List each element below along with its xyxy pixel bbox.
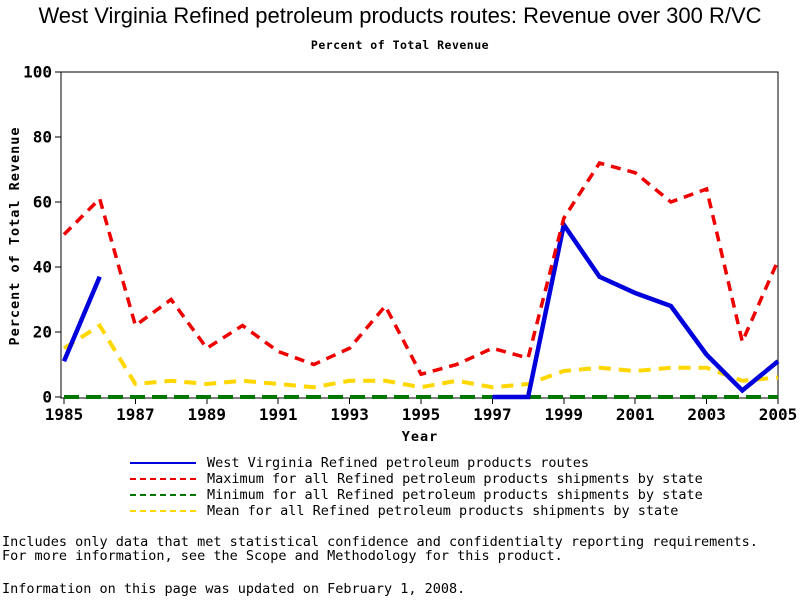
green-dashed-line-swatch [130,494,196,496]
chart-title: West Virginia Refined petroleum products… [38,3,762,28]
x-tick-label: 1991 [259,405,298,424]
x-tick-label: 2001 [616,405,655,424]
y-tick-label: 80 [33,128,52,147]
x-tick-label: 1987 [116,405,155,424]
footer-note-line2: For more information, see the Scope and … [2,548,563,564]
y-tick-label: 60 [33,193,52,212]
x-tick-label: 1995 [402,405,441,424]
y-axis-ticks: 0 20 40 60 80 100 [23,63,61,407]
plot-frame [60,71,779,399]
legend-item-minimum: Minimum for all Refined petroleum produc… [130,487,703,503]
series-line-1 [62,160,780,377]
y-tick-label: 20 [33,323,52,342]
legend-label: Mean for all Refined petroleum products … [207,503,679,519]
series-line-0 [61,275,102,363]
red-dashed-line-swatch [130,478,196,480]
series-line-0 [492,219,780,400]
legend-item-wv-routes: West Virginia Refined petroleum products… [130,455,703,471]
footer-note-line1: Includes only data that met statistical … [2,534,758,550]
y-tick-label: 0 [42,388,52,407]
legend-item-maximum: Maximum for all Refined petroleum produc… [130,471,703,487]
legend-label: West Virginia Refined petroleum products… [207,455,590,471]
y-tick-label: 40 [33,258,52,277]
x-tick-label: 1997 [473,405,512,424]
x-tick-label: 1989 [188,405,227,424]
y-tick-label: 100 [23,63,52,82]
x-tick-label: 2003 [687,405,726,424]
chart-subtitle: Percent of Total Revenue [310,38,490,52]
legend-label: Maximum for all Refined petroleum produc… [207,471,703,487]
x-tick-label: 1999 [545,405,584,424]
legend-item-mean: Mean for all Refined petroleum products … [130,503,703,519]
blue-solid-line-swatch [130,462,196,464]
x-axis-ticks: 1985 1987 1989 1991 1993 1995 1997 1999 2001 2003… [45,398,798,424]
legend: West Virginia Refined petroleum products… [130,455,703,519]
footer-updated-line: Information on this page was updated on … [2,581,466,597]
x-tick-label: 2005 [759,405,798,424]
series-line-3 [62,322,779,390]
plot-area: 0 20 40 60 80 100 1985 1987 1989 1991 1993 1995 1997… [23,63,798,425]
x-axis-title: Year [401,429,439,445]
x-tick-label: 1985 [45,405,84,424]
x-tick-label: 1993 [330,405,369,424]
yellow-dashed-line-swatch [130,510,196,512]
legend-label: Minimum for all Refined petroleum produc… [207,487,703,503]
